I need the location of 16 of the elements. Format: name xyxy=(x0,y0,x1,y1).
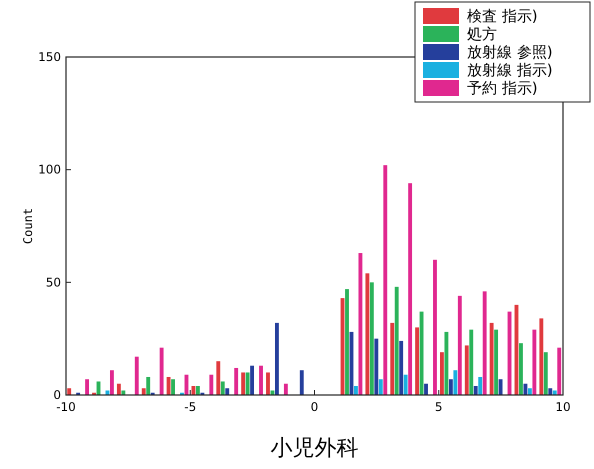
x-tick-label: 5 xyxy=(434,400,443,414)
y-axis-title: Count xyxy=(21,208,35,244)
legend-label: 放射線 指示) xyxy=(467,61,553,79)
legend-label: 予約 指示) xyxy=(467,79,538,97)
x-tick-label: -10 xyxy=(56,400,76,414)
y-tick-label: 100 xyxy=(38,162,61,177)
x-tick-label: -5 xyxy=(184,400,196,414)
x-axis-title: 小児外科 xyxy=(270,436,358,461)
legend-label: 検査 指示) xyxy=(467,7,538,25)
legend-label: 処方 xyxy=(467,25,497,43)
y-tick-label: 150 xyxy=(38,50,61,64)
x-tick-label: 10 xyxy=(555,400,571,414)
legend-label: 放射線 参照) xyxy=(467,43,553,61)
y-tick-label: 50 xyxy=(46,275,61,290)
y-tick-label: 0 xyxy=(53,388,61,402)
x-tick-label: 0 xyxy=(310,400,318,414)
